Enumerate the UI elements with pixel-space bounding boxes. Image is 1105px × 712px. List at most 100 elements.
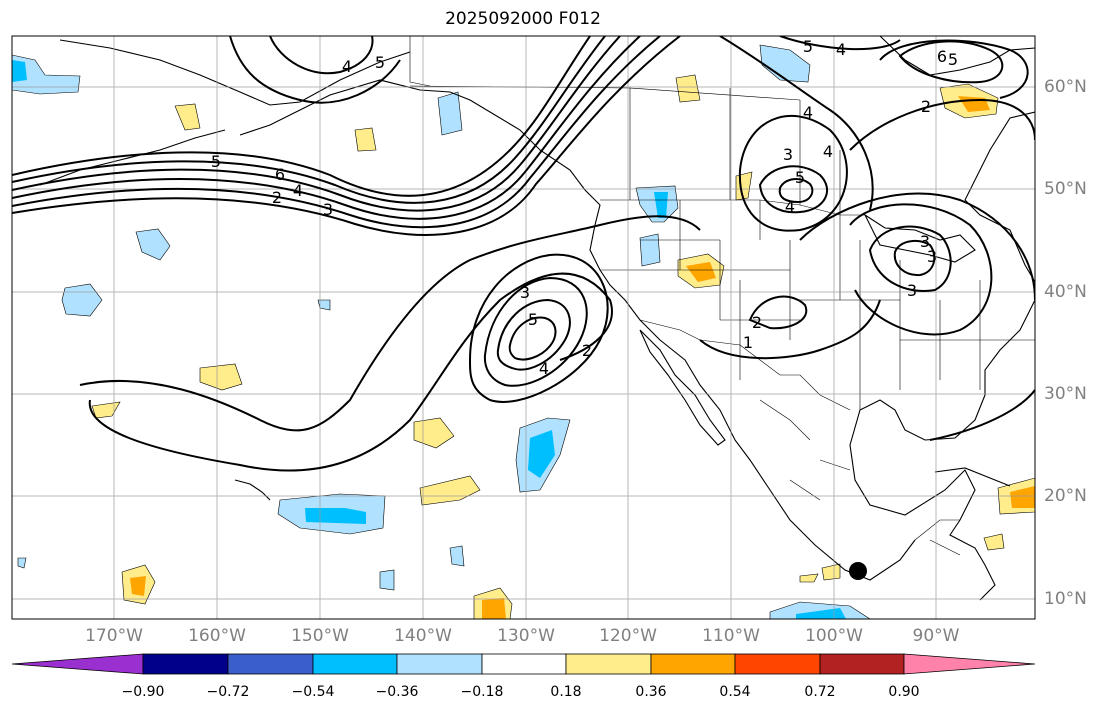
colorbar-extend-low xyxy=(11,653,144,675)
anomaly-patch xyxy=(135,228,171,261)
contour-line xyxy=(738,114,848,232)
contour-line xyxy=(868,225,952,292)
contour-label: 6 xyxy=(937,47,947,66)
contour-lines xyxy=(12,36,1035,472)
central-america xyxy=(914,519,961,556)
graticule xyxy=(12,36,1035,619)
contour-label: 4 xyxy=(342,57,352,76)
colorbar-tick-label: 0.72 xyxy=(804,684,836,700)
contour-label: 6 xyxy=(275,165,285,184)
anomaly-patch xyxy=(686,262,716,282)
contour-line xyxy=(269,36,374,75)
contour-label: 5 xyxy=(528,310,538,329)
colorbar-tick-label: −0.72 xyxy=(206,684,250,700)
longitude-label: 150°W xyxy=(291,626,349,646)
contour-line xyxy=(879,39,1029,99)
contour-label: 3 xyxy=(920,232,930,251)
us-mexico-border xyxy=(639,319,851,411)
latitude-label: 50°N xyxy=(1044,179,1087,199)
contour-line xyxy=(508,316,557,361)
contour-line xyxy=(12,36,606,204)
contour-line xyxy=(898,40,1004,84)
colorbar-segment xyxy=(481,653,567,675)
colorbar-tick-label: 0.54 xyxy=(719,684,751,700)
anomaly-patch xyxy=(12,54,81,95)
contour-line xyxy=(496,298,571,371)
contour-label: 5 xyxy=(803,37,813,56)
anomaly-patch xyxy=(354,127,377,152)
contour-label: 5 xyxy=(211,152,221,171)
anomaly-patch xyxy=(799,573,819,583)
contour-label: 5 xyxy=(375,53,385,72)
mexico-states xyxy=(759,399,851,501)
contour-line xyxy=(748,295,808,330)
contour-line xyxy=(929,389,1035,441)
alaska-north-coast xyxy=(59,39,411,106)
colorbar-segment xyxy=(650,653,736,675)
anomaly-patch xyxy=(639,233,661,267)
colorbar-segment xyxy=(312,653,398,675)
colorbar-tick-label: −0.36 xyxy=(375,684,419,700)
longitude-label: 120°W xyxy=(599,626,657,646)
contour-line xyxy=(88,272,613,472)
colorbar-segment xyxy=(565,653,652,675)
contour-line xyxy=(12,36,661,229)
latitude-label: 60°N xyxy=(1044,77,1087,97)
colorbar-tick-label: 0.90 xyxy=(888,684,920,700)
colorbar-tick-label: 0.18 xyxy=(550,684,582,700)
contour-labels: 4 5 5 4 6 5 6 4 2 3 2 3 5 4 5 4 3 5 4 2 … xyxy=(211,37,958,378)
shaded-anomaly-patches xyxy=(12,44,1035,619)
longitude-label: 130°W xyxy=(497,626,555,646)
anomaly-patch xyxy=(130,576,146,596)
map-frame xyxy=(11,35,1036,620)
colorbar-tick-label: 0.36 xyxy=(635,684,667,700)
anomaly-patch xyxy=(449,545,465,567)
contour-line xyxy=(758,165,829,214)
colorbar-segment xyxy=(819,653,905,675)
anomaly-patch xyxy=(419,475,481,506)
canada-us-border xyxy=(600,199,865,216)
contour-line xyxy=(893,239,936,277)
latitude-label: 30°N xyxy=(1044,384,1087,404)
contour-label: 4 xyxy=(539,359,549,378)
anomaly-patch xyxy=(983,533,1005,551)
anomaly-patch xyxy=(654,192,668,218)
anomaly-patch xyxy=(174,103,201,131)
colorbar xyxy=(11,653,1036,675)
colorbar-segment xyxy=(734,653,821,675)
map-title: 2025092000 F012 xyxy=(445,9,601,29)
colorbar-segment xyxy=(227,653,314,675)
anomaly-patch xyxy=(199,363,243,391)
contour-line xyxy=(849,98,1035,151)
location-marker xyxy=(849,562,867,580)
anomaly-patch xyxy=(413,417,455,449)
contour-label: 2 xyxy=(752,313,762,332)
longitude-label: 140°W xyxy=(394,626,452,646)
contour-label: 3 xyxy=(783,145,793,164)
contour-line xyxy=(779,36,901,51)
contour-label: 4 xyxy=(293,181,303,200)
longitude-label: 170°W xyxy=(85,626,143,646)
contour-label: 1 xyxy=(743,333,753,352)
latitude-label: 40°N xyxy=(1044,282,1087,302)
contour-line xyxy=(468,253,609,403)
colorbar-segment xyxy=(396,653,483,675)
longitude-label: 90°W xyxy=(912,626,960,646)
contour-label: 4 xyxy=(785,197,795,216)
contour-line xyxy=(699,299,881,360)
anomaly-patch xyxy=(759,44,811,83)
contour-line xyxy=(719,36,874,211)
cuba xyxy=(934,467,1011,487)
contour-line xyxy=(229,36,401,104)
anomaly-patch xyxy=(12,60,27,82)
anomaly-patch xyxy=(769,601,871,619)
contour-label: 5 xyxy=(948,50,958,69)
contour-line xyxy=(12,36,681,236)
anomaly-patch xyxy=(528,430,555,478)
colorbar-tick-label: −0.18 xyxy=(460,684,504,700)
contour-line xyxy=(12,36,621,212)
longitude-label: 100°W xyxy=(805,626,863,646)
contour-label: 3 xyxy=(907,281,917,300)
anomaly-patch xyxy=(437,91,463,136)
